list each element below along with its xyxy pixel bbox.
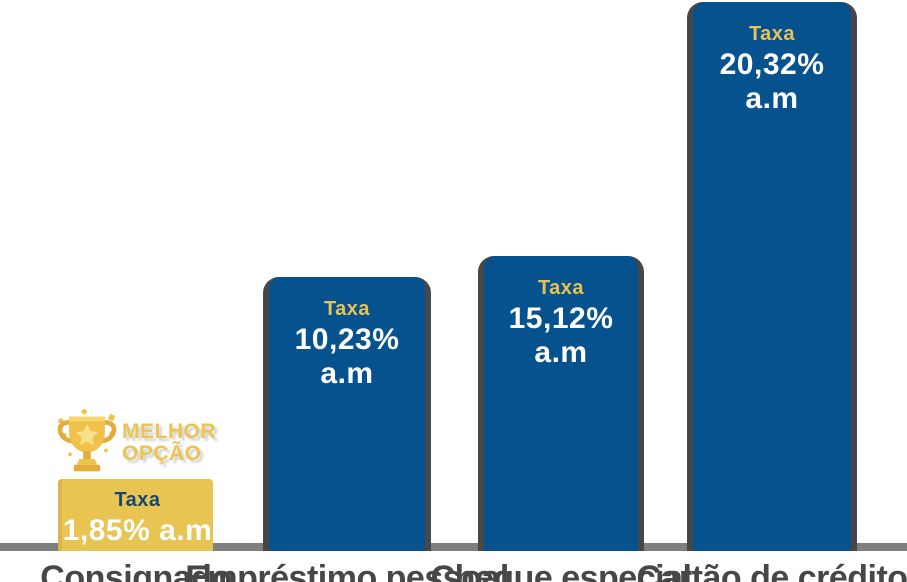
bar-cheque-especial: Taxa 15,12% a.m: [478, 256, 644, 551]
bar-category-emprestimo-pessoal: Empréstimo pessoal: [185, 559, 509, 582]
taxa-label: Taxa: [323, 298, 371, 320]
taxa-label: Taxa: [114, 489, 161, 511]
bar-fill: Taxa 10,23% a.m: [269, 277, 425, 551]
taxa-value: 10,23% a.m: [294, 323, 400, 390]
taxa-value: 20,32% a.m: [719, 48, 825, 115]
taxa-label: Taxa: [748, 23, 796, 45]
best-option-line2: OPÇÃO: [121, 441, 203, 466]
taxa-label: Taxa: [537, 277, 585, 299]
best-option-badge: MELHOR OPÇÃO: [56, 408, 226, 478]
best-option-line1: MELHOR: [121, 419, 218, 444]
bar-consignado: Taxa 1,85% a.m: [58, 479, 213, 551]
trophy-icon: [57, 409, 117, 472]
bar-cartao-credito: Taxa 20,32% a.m: [687, 2, 857, 551]
best-option-text: MELHOR OPÇÃO: [121, 419, 218, 466]
x-axis-line: [0, 543, 907, 551]
taxa-value: 15,12% a.m: [508, 302, 614, 369]
bar-emprestimo-pessoal: Taxa 10,23% a.m: [263, 277, 431, 551]
bar-category-consignado: Consignado: [40, 559, 232, 582]
bar-fill: Taxa 15,12% a.m: [484, 256, 638, 551]
bar-category-cartao-credito: Cartão de crédito: [636, 559, 907, 582]
bar-fill: Taxa 20,32% a.m: [693, 2, 851, 551]
bar-category-cheque-especial: Cheque especial: [430, 559, 692, 582]
taxa-value: 1,85% a.m: [62, 514, 213, 547]
